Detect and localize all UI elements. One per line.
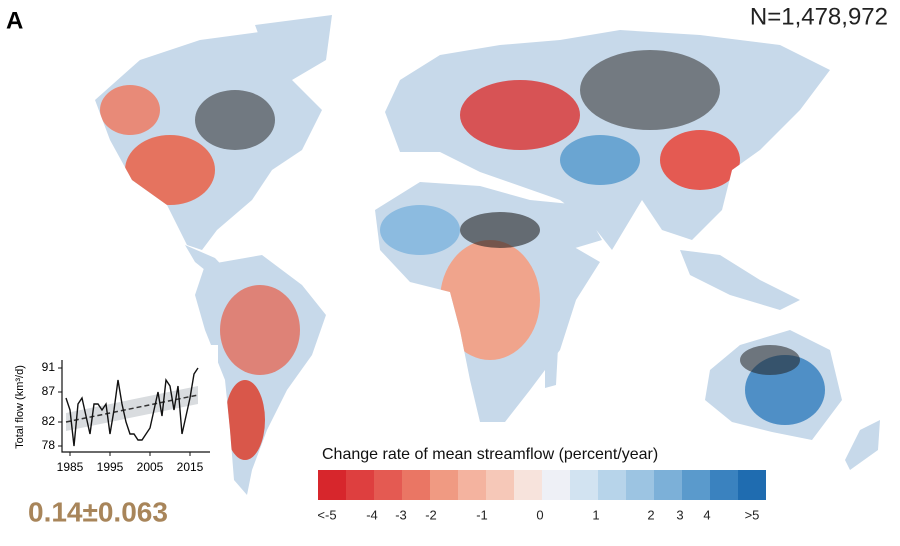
sample-count: N=1,478,972	[750, 3, 888, 30]
map-region	[580, 50, 720, 130]
x-tick-label: 1995	[97, 460, 124, 474]
y-tick-label: 82	[42, 414, 56, 428]
map-region	[100, 85, 160, 135]
colorbar-swatch	[318, 470, 346, 500]
flow-line	[65, 367, 199, 447]
y-axis-label: Total flow (km³/d)	[14, 365, 26, 449]
colorbar-swatch	[738, 470, 766, 500]
map-region	[380, 205, 460, 255]
colorbar-label: -2	[425, 507, 437, 522]
map-region	[195, 90, 275, 150]
colorbar-label: -1	[476, 507, 488, 522]
colorbar-title: Change rate of mean streamflow (percent/…	[322, 446, 658, 463]
map-region	[460, 212, 540, 248]
colorbar-swatch	[654, 470, 682, 500]
map-region	[460, 80, 580, 150]
panel-label: A	[6, 7, 23, 34]
x-tick-label: 2015	[177, 460, 204, 474]
colorbar-label: -3	[395, 507, 407, 522]
colorbar-label: 3	[676, 507, 683, 522]
colorbar-swatch	[682, 470, 710, 500]
x-tick-label: 2005	[137, 460, 164, 474]
map-region	[220, 285, 300, 375]
map-region	[660, 130, 740, 190]
colorbar-swatch	[402, 470, 430, 500]
map-region	[225, 380, 265, 460]
colorbar-swatch	[570, 470, 598, 500]
colorbar-label: 2	[647, 507, 654, 522]
colorbar-swatch	[486, 470, 514, 500]
y-tick-label: 87	[42, 384, 56, 398]
map-region	[440, 240, 540, 360]
map-region	[740, 345, 800, 375]
colorbar-swatch	[542, 470, 570, 500]
colorbar-label: <-5	[317, 507, 336, 522]
colorbar-label: 4	[703, 507, 710, 522]
colorbar-swatch	[598, 470, 626, 500]
y-tick-label: 78	[42, 438, 56, 452]
colorbar-label: -4	[366, 507, 378, 522]
map-region	[560, 135, 640, 185]
colorbar-swatch	[374, 470, 402, 500]
inset-background	[8, 345, 218, 530]
colorbar-swatch	[710, 470, 738, 500]
colorbar-swatch	[430, 470, 458, 500]
colorbar-swatch	[458, 470, 486, 500]
colorbar-swatch	[626, 470, 654, 500]
colorbar-label: >5	[745, 507, 760, 522]
colorbar-swatch	[346, 470, 374, 500]
colorbar-swatch	[514, 470, 542, 500]
inset-axes	[61, 360, 210, 453]
map-region	[125, 135, 215, 205]
x-tick-label: 1985	[57, 460, 84, 474]
colorbar-label: 0	[536, 507, 543, 522]
colorbar-label: 1	[592, 507, 599, 522]
trend-estimate: 0.14±0.063	[28, 496, 168, 527]
y-tick-label: 91	[42, 360, 56, 374]
